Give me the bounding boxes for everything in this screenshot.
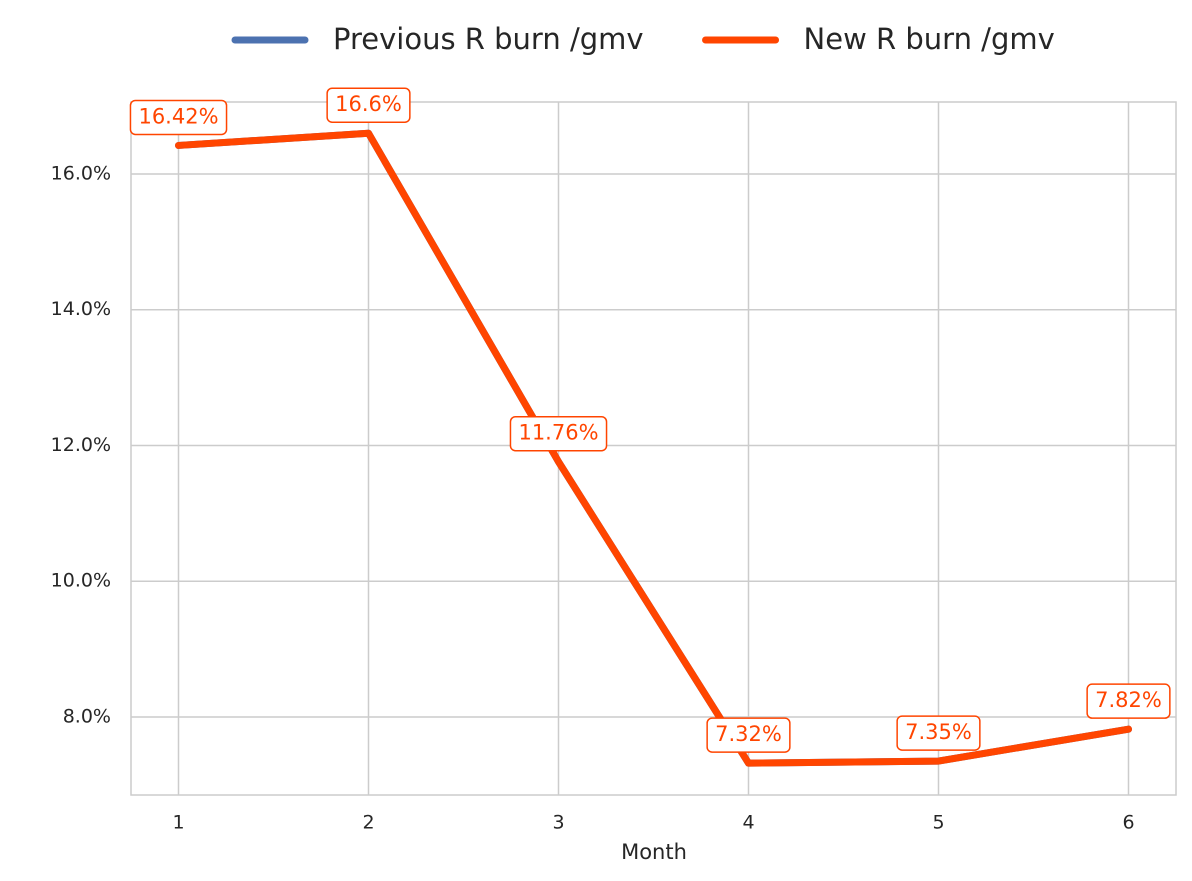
- data-label: 16.6%: [335, 92, 402, 116]
- data-label: 16.42%: [138, 104, 218, 128]
- data-label-box: [1086, 683, 1171, 719]
- data-label: 7.35%: [905, 720, 972, 744]
- x-tick-label: 6: [1122, 812, 1134, 834]
- y-tick-label: 14.0%: [51, 298, 111, 320]
- y-tick-label: 12.0%: [51, 434, 111, 456]
- data-label-box: [326, 87, 411, 123]
- y-tick-label: 8.0%: [63, 705, 111, 727]
- legend-label: New R burn /gmv: [804, 22, 1055, 56]
- series-line: [175, 129, 1132, 767]
- data-label: 11.76%: [518, 421, 598, 445]
- x-tick-label: 4: [742, 812, 754, 834]
- x-tick-label: 1: [172, 812, 184, 834]
- plot-area: [130, 101, 1177, 796]
- y-tick-label: 10.0%: [51, 570, 111, 592]
- y-tick-label: 16.0%: [51, 162, 111, 184]
- legend-label: Previous R burn /gmv: [333, 22, 644, 56]
- data-label: 7.32%: [715, 722, 782, 746]
- data-label-box: [706, 717, 791, 753]
- data-label-box: [896, 715, 981, 751]
- data-label-box: [509, 415, 608, 452]
- x-axis-label: Month: [621, 840, 687, 864]
- x-tick-label: 5: [932, 812, 944, 834]
- data-label-box: [129, 99, 228, 136]
- x-tick-label: 2: [362, 812, 374, 834]
- x-tick-label: 3: [552, 812, 564, 834]
- data-label: 7.82%: [1095, 688, 1162, 712]
